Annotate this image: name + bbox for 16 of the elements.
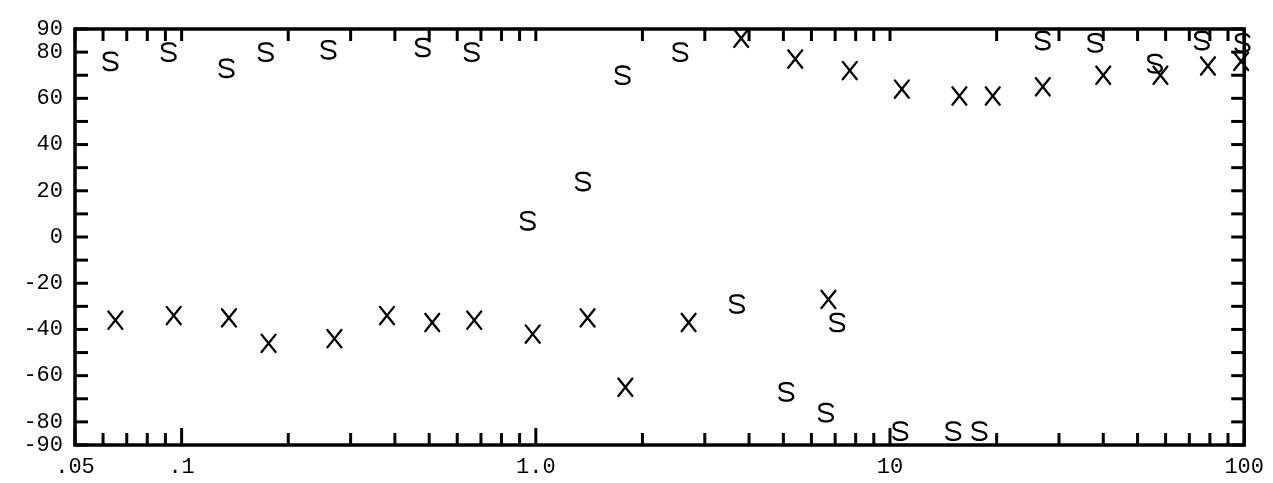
x-tick-label: .05 xyxy=(55,455,95,481)
y-tick-label: 90 xyxy=(36,16,63,42)
x-tick-label: 10 xyxy=(876,455,904,481)
y-tick-label: -80 xyxy=(23,409,63,435)
y-tick-label: -90 xyxy=(23,432,63,458)
y-tick-label: 80 xyxy=(36,39,63,65)
y-tick-label: -40 xyxy=(23,317,63,343)
x-tick-label: 1.0 xyxy=(516,455,556,481)
y-tick-label: 40 xyxy=(36,132,63,158)
y-tick-label: 60 xyxy=(36,86,63,112)
y-tick-label: 20 xyxy=(36,178,63,204)
x-tick-label: .1 xyxy=(168,455,195,481)
x-tick-label: 100 xyxy=(1224,455,1264,481)
y-tick-label: -20 xyxy=(23,271,63,297)
y-tick-label: -60 xyxy=(23,363,63,389)
y-tick-label: 0 xyxy=(49,224,63,250)
